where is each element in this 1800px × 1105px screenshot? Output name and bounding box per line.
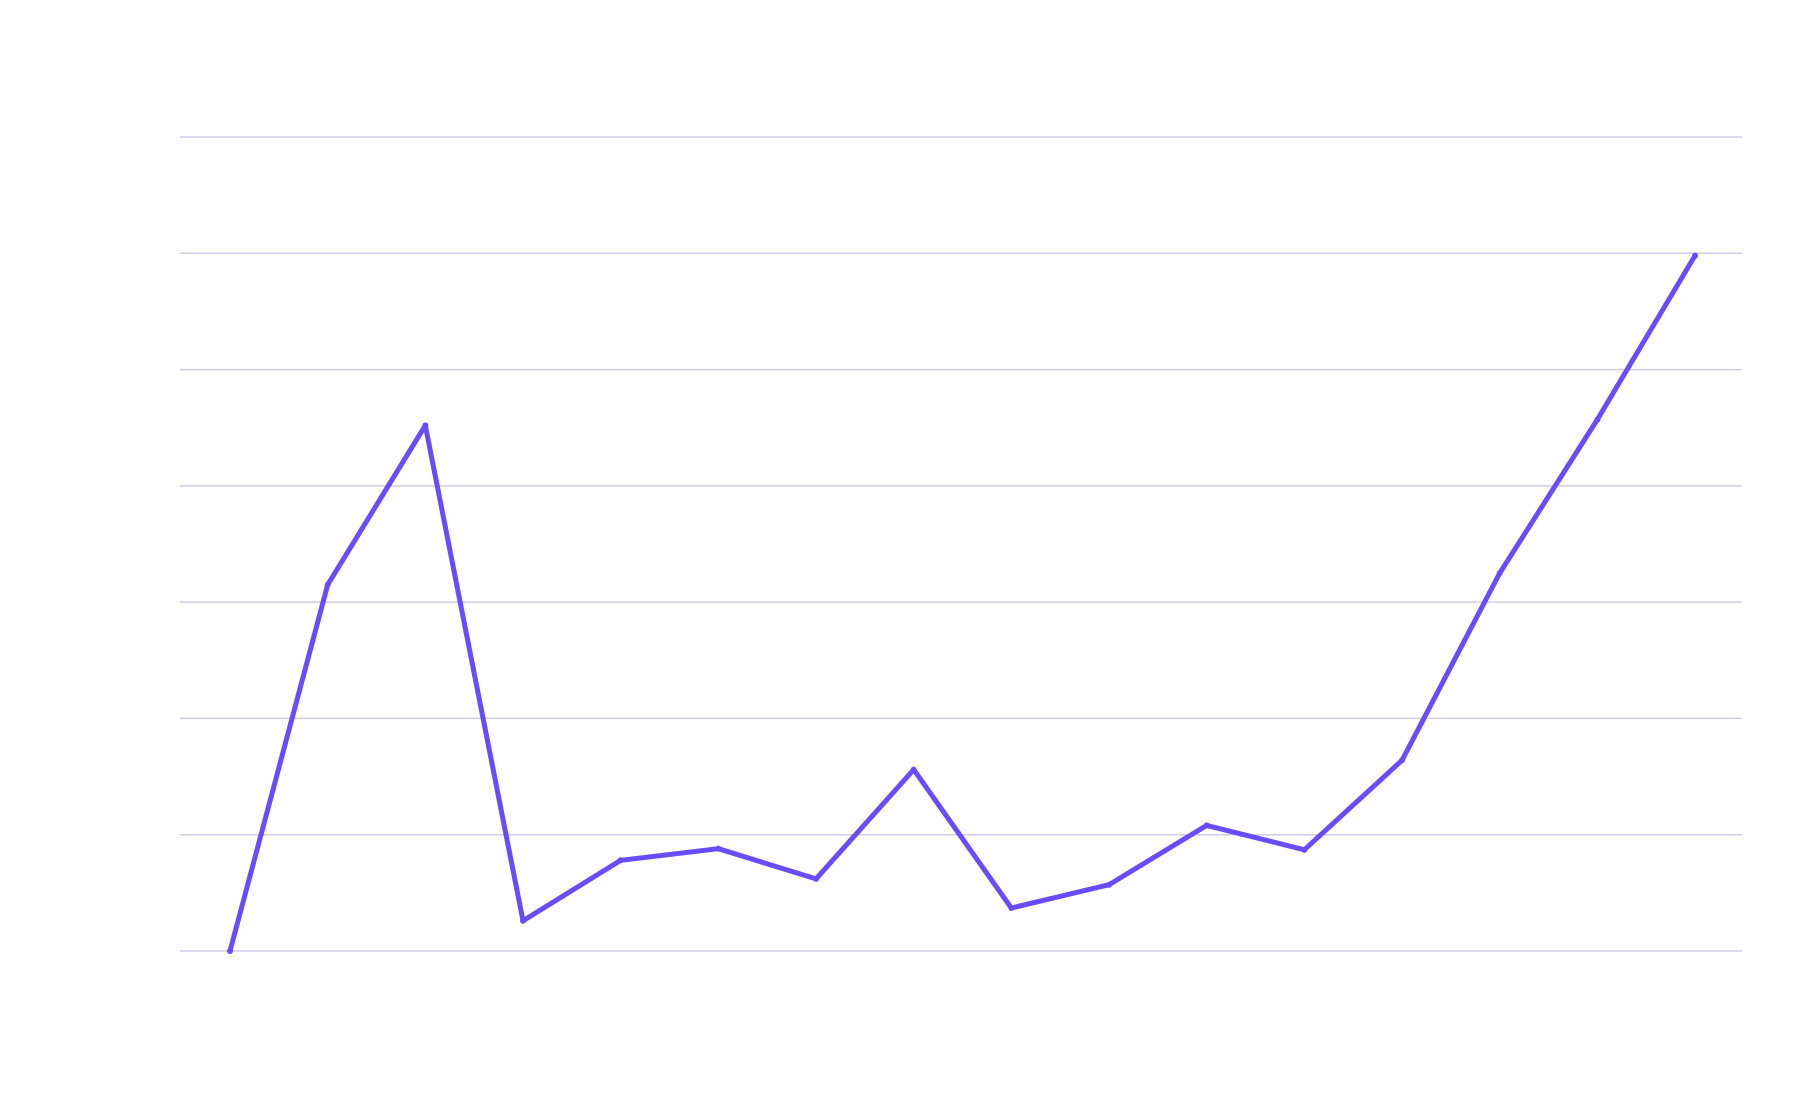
data-point-0-0: [227, 948, 233, 954]
series-line-0: [227, 253, 1698, 954]
data-point-0-1: [324, 581, 331, 588]
gridlines: [180, 136, 1742, 952]
data-point-0-12: [1399, 757, 1405, 764]
data-point-0-11: [1301, 846, 1308, 853]
data-point-0-3: [520, 917, 526, 924]
data-point-0-10: [1203, 822, 1210, 829]
data-point-0-2: [422, 422, 429, 429]
data-point-0-9: [1106, 881, 1112, 888]
data-point-0-4: [617, 857, 624, 864]
data-point-0-5: [715, 845, 722, 852]
data-point-0-7: [910, 766, 917, 773]
data-point-0-6: [813, 875, 819, 882]
data-point-0-15: [1692, 252, 1698, 259]
data-point-0-8: [1008, 904, 1015, 911]
data-point-0-14: [1594, 416, 1601, 423]
data-point-0-13: [1496, 570, 1503, 577]
series-layer: [227, 252, 1698, 954]
